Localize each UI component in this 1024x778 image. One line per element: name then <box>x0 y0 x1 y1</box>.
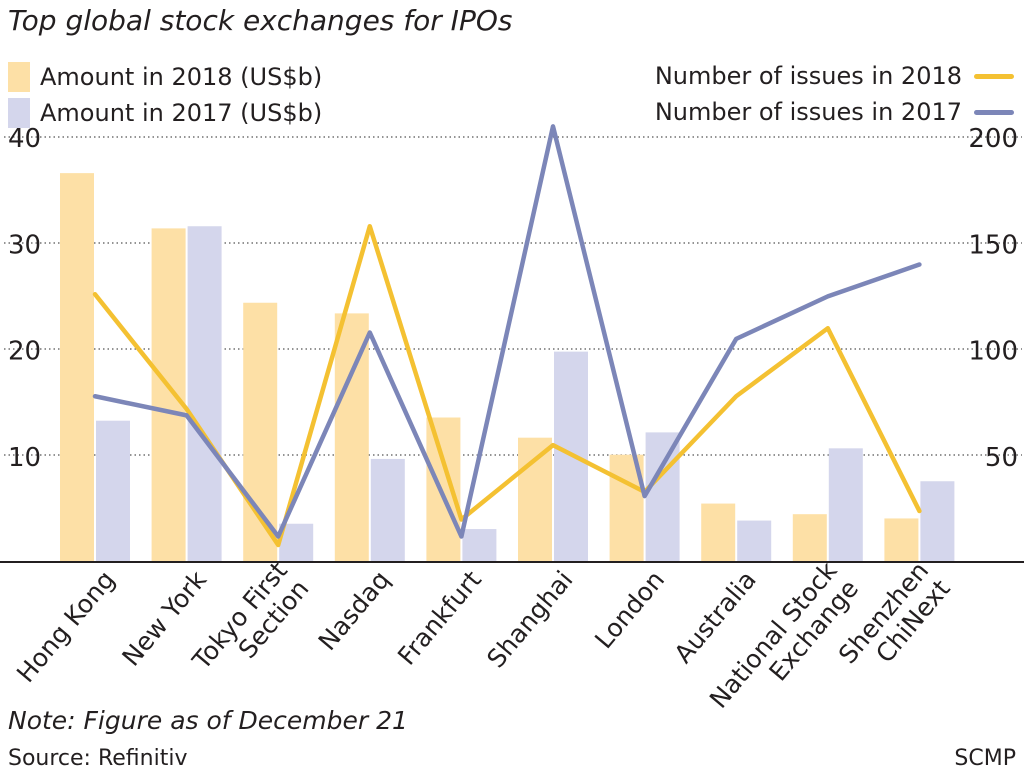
bar-amount-2018-5 <box>518 437 552 562</box>
chart-note: Note: Figure as of December 21 <box>8 706 408 735</box>
chart-credit: SCMP <box>954 746 1016 771</box>
bar-amount-2018-9 <box>884 518 919 562</box>
bar-amount-2018-7 <box>701 503 736 562</box>
bar-amount-2018-2 <box>243 302 278 562</box>
left-tick-label-30: 30 <box>8 230 41 260</box>
line-issues-2017 <box>92 124 922 539</box>
category-label-4: Frankfurt <box>392 565 487 671</box>
legend-swatch-amount-2018 <box>8 62 30 92</box>
legend-label-amount-2018: Amount in 2018 (US$b) <box>40 63 323 91</box>
bar-amount-2017-4 <box>462 529 497 562</box>
right-tick-label-50: 50 <box>985 443 1018 473</box>
bar-amount-2017-3 <box>370 458 405 562</box>
left-tick-label-40: 40 <box>8 124 41 154</box>
category-label-line: London <box>589 565 670 654</box>
right-tick-label-150: 150 <box>968 230 1018 260</box>
bar-amount-2018-4 <box>426 417 461 562</box>
bar-amount-2017-0 <box>96 420 130 562</box>
legend-line-issues-2017 <box>974 109 1014 115</box>
category-label-0: Hong Kong <box>11 565 121 688</box>
left-tick-label-10: 10 <box>8 443 41 473</box>
bar-amount-2018-8 <box>792 514 827 562</box>
right-tick-label-200: 200 <box>968 124 1018 154</box>
bar-amount-2018-3 <box>334 313 369 562</box>
category-label-3: Nasdaq <box>313 565 396 656</box>
category-label-2: Tokyo FirstSection <box>186 556 314 694</box>
category-label-line: Hong Kong <box>11 565 121 688</box>
bar-amount-2017-2 <box>279 523 314 562</box>
bar-amount-2017-7 <box>737 520 772 562</box>
chart-source: Source: Refinitiv <box>8 746 188 771</box>
right-tick-label-100: 100 <box>968 337 1018 367</box>
category-label-6: London <box>589 565 670 654</box>
bar-amount-2017-8 <box>828 448 863 562</box>
bar-amount-2018-1 <box>151 228 186 562</box>
bar-amount-2017-6 <box>645 432 680 562</box>
chart-title: Top global stock exchanges for IPOs <box>8 4 513 37</box>
legend-swatch-amount-2017 <box>8 98 30 128</box>
legend-line-issues-2018 <box>974 73 1014 79</box>
left-tick-label-20: 20 <box>8 337 41 367</box>
legend-label-issues-2018: Number of issues in 2018 <box>654 62 962 90</box>
legend-amount-2017: Amount in 2017 (US$b) <box>8 98 322 128</box>
bar-amount-2017-9 <box>920 481 955 562</box>
category-label-5: Shanghai <box>481 565 578 673</box>
legend-issues-2017: Number of issues in 2017 <box>655 98 1014 126</box>
legend-amount-2018: Amount in 2018 (US$b) <box>8 62 322 92</box>
category-label-line: Frankfurt <box>392 565 487 671</box>
legend-issues-2018: Number of issues in 2018 <box>655 62 1014 90</box>
bar-amount-2017-1 <box>187 226 222 562</box>
bar-amount-2018-0 <box>60 173 94 562</box>
category-label-line: Nasdaq <box>313 565 396 656</box>
legend-label-amount-2017: Amount in 2017 (US$b) <box>40 99 323 127</box>
legend-label-issues-2017: Number of issues in 2017 <box>654 98 962 126</box>
category-label-9: ShenzhenChiNext <box>833 556 956 687</box>
category-label-line: Shanghai <box>481 565 578 673</box>
